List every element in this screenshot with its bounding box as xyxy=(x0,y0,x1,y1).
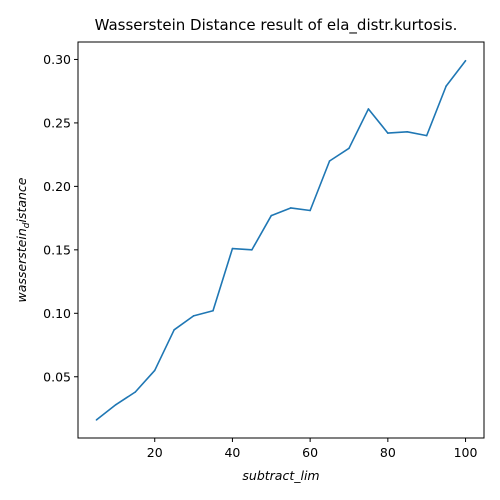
data-point xyxy=(387,132,389,134)
data-point xyxy=(445,85,447,87)
data-point xyxy=(289,207,292,209)
data-point xyxy=(425,134,428,137)
data-point xyxy=(251,249,253,251)
y-axis-label: wassersteindistance xyxy=(14,177,32,302)
data-point xyxy=(192,315,195,317)
data-point xyxy=(212,309,214,312)
data-point xyxy=(464,59,467,62)
y-tick-label: 0.25 xyxy=(43,115,71,130)
chart-title: Wasserstein Distance result of ela_distr… xyxy=(95,16,458,35)
x-axis: 20 40 60 80 100 xyxy=(147,438,478,460)
data-point xyxy=(153,369,156,372)
x-axis-label: subtract_lim xyxy=(242,468,319,483)
x-tick-label: 40 xyxy=(224,445,240,460)
series-layer xyxy=(95,59,467,421)
data-point xyxy=(328,160,331,162)
data-point xyxy=(134,391,137,393)
data-point xyxy=(406,130,409,133)
y-axis-label-subscript: d xyxy=(22,222,32,228)
y-tick-label: 0.20 xyxy=(43,179,71,194)
x-tick-label: 60 xyxy=(302,445,318,460)
y-tick-label: 0.10 xyxy=(43,306,71,321)
x-tick-label: 80 xyxy=(380,445,396,460)
data-point xyxy=(348,147,350,150)
x-tick-label: 100 xyxy=(454,445,478,460)
x-tick-label: 20 xyxy=(147,445,163,460)
y-axis-label-tail: istance xyxy=(14,177,29,222)
y-tick-label: 0.30 xyxy=(43,52,71,67)
data-point xyxy=(173,328,175,331)
y-tick-label: 0.05 xyxy=(43,369,71,384)
plot-area-frame xyxy=(77,41,485,439)
data-point xyxy=(95,419,98,421)
data-point xyxy=(309,209,311,212)
data-point xyxy=(367,108,370,110)
y-axis: 0.05 0.10 0.15 0.20 0.25 0.30 xyxy=(43,52,78,384)
data-point xyxy=(270,214,273,217)
y-tick-label: 0.15 xyxy=(43,242,71,257)
y-axis-label-main: wasserstein xyxy=(14,228,29,302)
data-point xyxy=(231,247,234,250)
data-point xyxy=(115,403,117,406)
series-line xyxy=(95,60,467,421)
